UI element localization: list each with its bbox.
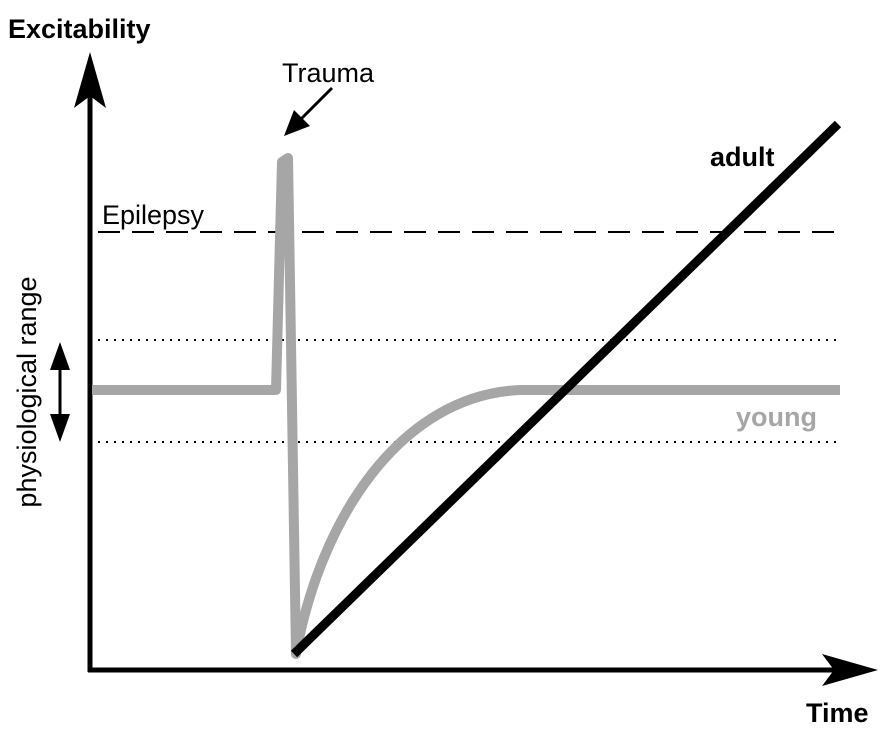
trauma-arrow bbox=[284, 86, 334, 136]
physiological-range-arrow bbox=[50, 342, 70, 442]
x-axis-arrowhead bbox=[822, 654, 878, 686]
adult-label: adult bbox=[710, 142, 775, 172]
physiological-range-label: physiological range bbox=[12, 276, 42, 507]
trauma-arrowhead bbox=[284, 110, 310, 136]
axes bbox=[74, 52, 878, 686]
y-axis-label: Excitability bbox=[8, 14, 151, 44]
range-arrow-up-head bbox=[50, 342, 70, 370]
range-arrow-down-head bbox=[50, 414, 70, 442]
x-axis-label: Time bbox=[806, 698, 869, 728]
epilepsy-label: Epilepsy bbox=[102, 200, 205, 230]
y-axis-arrowhead bbox=[74, 52, 106, 108]
adult-line bbox=[290, 120, 842, 658]
trauma-label: Trauma bbox=[282, 58, 375, 88]
young-label: young bbox=[736, 402, 817, 432]
